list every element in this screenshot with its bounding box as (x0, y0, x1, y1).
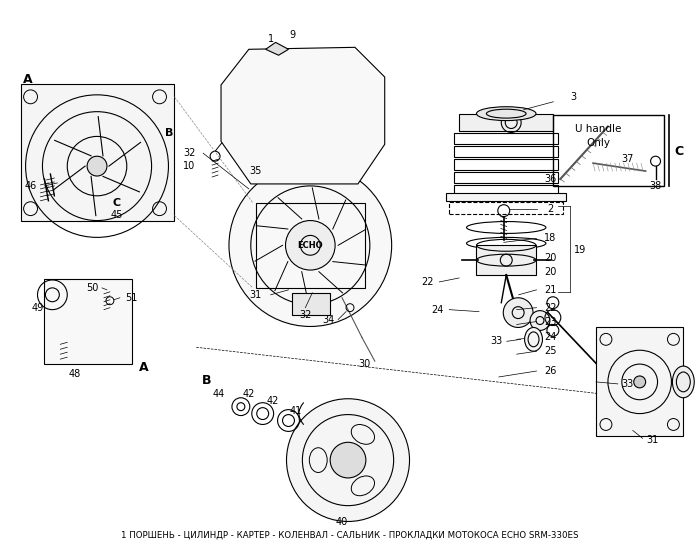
Text: 44: 44 (213, 389, 225, 399)
Text: B: B (165, 129, 174, 139)
Circle shape (229, 164, 392, 327)
Circle shape (330, 442, 366, 478)
Text: 2: 2 (547, 204, 554, 214)
Ellipse shape (524, 327, 542, 351)
Bar (20, 84, 174, 221)
Bar (256, 203, 365, 288)
Text: 26: 26 (544, 366, 556, 376)
Text: B: B (202, 375, 211, 387)
Text: 34: 34 (322, 315, 335, 324)
Text: 20: 20 (544, 253, 556, 263)
Bar (44, 279, 132, 364)
Ellipse shape (268, 88, 323, 135)
Bar (454, 146, 559, 157)
Text: 32: 32 (183, 148, 195, 158)
Bar (459, 114, 554, 131)
Bar (446, 193, 566, 201)
Polygon shape (221, 47, 385, 184)
Text: 31: 31 (647, 435, 659, 446)
Text: 18: 18 (545, 233, 556, 243)
Bar (554, 114, 664, 186)
Text: 24: 24 (544, 332, 556, 342)
Text: ECHO: ECHO (298, 241, 323, 250)
Text: 33: 33 (491, 336, 503, 346)
Text: 23: 23 (544, 317, 556, 327)
Bar (293, 293, 330, 315)
Text: A: A (23, 74, 32, 86)
Text: C: C (113, 198, 121, 208)
Text: A: A (139, 361, 148, 373)
Text: 1: 1 (267, 35, 274, 45)
Text: 37: 37 (622, 154, 634, 164)
Bar (454, 134, 559, 144)
Text: 41: 41 (289, 405, 302, 416)
Circle shape (634, 376, 645, 388)
Text: 42: 42 (243, 389, 255, 399)
Text: 9: 9 (289, 30, 295, 41)
Text: 46: 46 (25, 181, 36, 191)
Polygon shape (266, 42, 288, 55)
Text: 36: 36 (544, 174, 556, 184)
Ellipse shape (477, 107, 536, 120)
Text: 48: 48 (68, 369, 80, 379)
Text: 21: 21 (544, 285, 556, 295)
Text: Only: Only (586, 139, 610, 148)
Circle shape (77, 312, 97, 332)
Text: U handle: U handle (575, 124, 621, 135)
Ellipse shape (673, 366, 694, 398)
Circle shape (286, 221, 335, 270)
Circle shape (530, 311, 550, 331)
Text: 30: 30 (359, 359, 371, 369)
Circle shape (46, 280, 129, 363)
Text: 3: 3 (570, 92, 576, 102)
Bar (596, 327, 683, 436)
Text: 20: 20 (544, 267, 556, 277)
Bar (454, 185, 559, 196)
Text: 32: 32 (299, 310, 312, 320)
Text: 45: 45 (111, 210, 123, 219)
Text: C: C (675, 145, 684, 158)
Text: 10: 10 (183, 161, 195, 171)
Text: 33: 33 (622, 379, 634, 389)
Circle shape (286, 399, 409, 521)
Circle shape (503, 298, 533, 327)
Text: 49: 49 (32, 302, 43, 312)
Ellipse shape (278, 97, 314, 126)
Text: 22: 22 (421, 277, 433, 287)
Bar (449, 202, 564, 213)
Bar (477, 245, 536, 275)
Bar (454, 159, 559, 170)
Circle shape (87, 156, 107, 176)
Text: 25: 25 (544, 346, 556, 356)
Text: 19: 19 (574, 245, 587, 255)
Text: 35: 35 (250, 166, 262, 176)
Bar (454, 172, 559, 183)
Text: 22: 22 (544, 302, 556, 312)
Text: 24: 24 (431, 305, 444, 315)
Text: 31: 31 (250, 290, 262, 300)
Text: 38: 38 (650, 181, 662, 191)
Text: 42: 42 (267, 395, 279, 406)
Text: 1 ПОРШЕНЬ - ЦИЛИНДР - КАРТЕР - КОЛЕНВАЛ - САЛЬНИК - ПРОКЛАДКИ МОТОКОСА ECHO SRM-: 1 ПОРШЕНЬ - ЦИЛИНДР - КАРТЕР - КОЛЕНВАЛ … (121, 531, 579, 540)
Text: 50: 50 (86, 283, 98, 293)
Text: 51: 51 (125, 293, 138, 303)
Text: 40: 40 (336, 518, 348, 527)
